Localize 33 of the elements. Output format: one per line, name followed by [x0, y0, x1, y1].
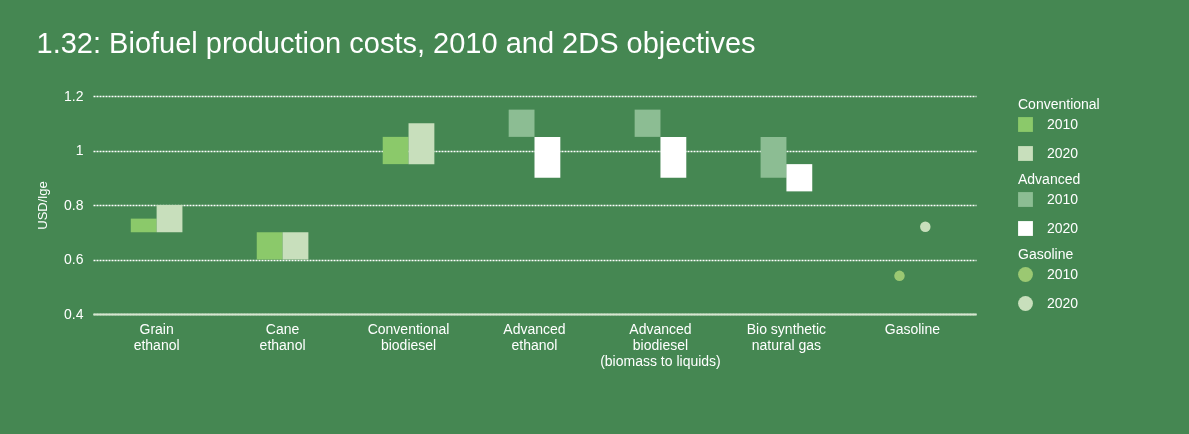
x-tick-label: Advanced ethanol: [503, 320, 566, 353]
legend-label: 2010: [1047, 115, 1079, 132]
bar: [508, 109, 535, 137]
legend-label: 2020: [1047, 144, 1079, 161]
bar: [282, 232, 309, 260]
text: Advanced: [1018, 171, 1081, 187]
legend-label: 2020: [1047, 294, 1079, 311]
x-tick-label: Grain ethanol: [133, 320, 180, 353]
x-tick-label: Gasoline: [884, 320, 941, 337]
bar: [256, 232, 283, 260]
bar: [130, 218, 157, 233]
text: Gasoline: [1018, 246, 1074, 262]
text: Conventional: [1018, 96, 1100, 112]
x-tick-label: Conventional biodiesel: [367, 320, 450, 353]
bar: [634, 109, 661, 137]
bar: [408, 123, 435, 165]
bar: [156, 205, 183, 233]
y-tick-label: 0.6: [64, 251, 84, 267]
legend-label: 2020: [1047, 219, 1079, 236]
legend-label: 2010: [1047, 265, 1079, 282]
y-axis-title: USD/lge: [35, 181, 51, 230]
y-tick-label: 1: [75, 142, 84, 158]
chart-title: 1.32: Biofuel production costs, 2010 and 2DS objectives: [36, 27, 756, 59]
y-tick-label: 0.4: [64, 305, 84, 322]
legend-label: 2010: [1047, 190, 1079, 207]
bar: [760, 136, 787, 178]
y-tick-label: 0.8: [64, 196, 84, 213]
y-tick-label: 1.2: [64, 87, 84, 104]
bar: [382, 136, 409, 165]
bar: [786, 164, 813, 192]
x-tick-label: Advanced biodiesel (biomass to liquids): [600, 320, 721, 369]
x-tick-label: Bio synthetic natural gas: [746, 320, 827, 353]
x-tick-label: Cane ethanol: [259, 320, 306, 353]
